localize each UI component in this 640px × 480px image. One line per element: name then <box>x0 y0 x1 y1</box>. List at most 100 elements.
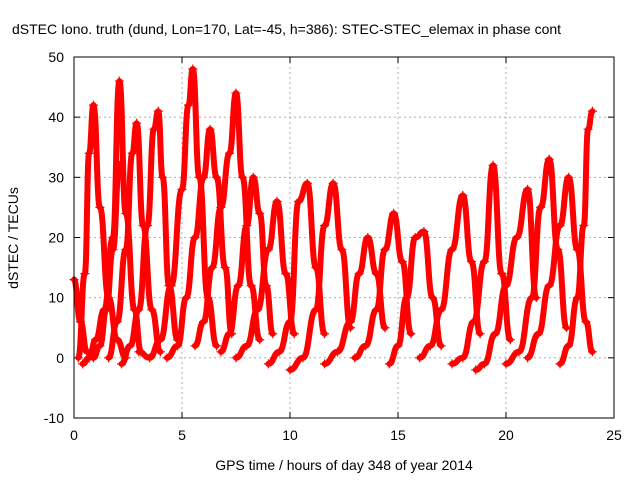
data-point-marker <box>294 196 304 206</box>
data-point-marker <box>205 124 215 134</box>
data-point-marker <box>272 196 282 206</box>
data-point-marker <box>134 305 144 315</box>
series-sat-12 <box>285 178 355 375</box>
data-point-marker <box>501 281 511 291</box>
data-point-marker <box>231 88 241 98</box>
data-point-marker <box>285 317 295 327</box>
data-point-marker <box>425 341 435 351</box>
data-point-marker <box>490 329 500 339</box>
data-point-marker <box>354 269 364 279</box>
chart-title: dSTEC Iono. truth (dund, Lon=170, Lat=-4… <box>12 21 561 37</box>
data-point-marker <box>84 148 94 158</box>
data-point-marker <box>298 353 308 363</box>
data-point-marker <box>114 76 124 86</box>
data-point-marker <box>132 118 142 128</box>
data-point-marker <box>220 263 230 273</box>
x-axis-label: GPS time / hours of day 348 of year 2014 <box>215 457 473 473</box>
x-tick-label: 25 <box>606 427 622 443</box>
data-point-marker <box>371 305 381 315</box>
series-line <box>524 174 596 361</box>
data-point-marker <box>255 335 265 345</box>
data-point-marker <box>555 359 565 369</box>
data-point-marker <box>212 172 222 182</box>
data-point-marker <box>112 317 122 327</box>
data-point-marker <box>333 347 343 357</box>
series-sat-10 <box>231 196 299 363</box>
data-point-marker <box>80 269 90 279</box>
data-point-marker <box>155 335 165 345</box>
data-point-marker <box>361 341 371 351</box>
data-point-marker <box>95 341 105 351</box>
data-point-marker <box>237 172 247 182</box>
data-point-marker <box>263 245 273 255</box>
data-point-marker <box>419 226 429 236</box>
data-point-marker <box>162 353 172 363</box>
series-sat-14 <box>350 208 416 363</box>
data-point-marker <box>393 341 403 351</box>
data-point-marker <box>248 172 258 182</box>
y-tick-label: 10 <box>48 290 64 306</box>
data-point-marker <box>544 281 554 291</box>
x-tick-label: 0 <box>70 427 78 443</box>
data-point-marker <box>199 172 209 182</box>
series-sat-04 <box>104 118 165 363</box>
data-point-marker <box>302 178 312 188</box>
series-sat-07 <box>162 124 237 363</box>
data-point-marker <box>458 353 468 363</box>
y-tick-label: 20 <box>48 230 64 246</box>
data-point-marker <box>134 347 144 357</box>
series-sat-11 <box>263 178 330 369</box>
data-point-marker <box>225 329 235 339</box>
data-point-marker <box>212 341 222 351</box>
data-point-marker <box>127 148 137 158</box>
data-point-marker <box>469 317 479 327</box>
data-point-marker <box>479 359 489 369</box>
data-point-marker <box>581 317 591 327</box>
series-sat-15 <box>384 226 446 369</box>
data-point-marker <box>173 341 183 351</box>
series-sat-17 <box>447 160 515 369</box>
x-tick-label: 20 <box>498 427 514 443</box>
series-line <box>192 90 263 349</box>
axis-ticks: 0 5 10 15 20 25 -10 0 10 20 30 40 50 <box>44 49 622 443</box>
data-point-marker <box>88 100 98 110</box>
data-point-marker <box>216 202 226 212</box>
x-tick-label: 15 <box>390 427 406 443</box>
data-point-marker <box>505 335 515 345</box>
data-point-marker <box>255 208 265 218</box>
y-tick-label: 50 <box>48 49 64 65</box>
data-point-marker <box>447 359 457 369</box>
data-point-marker <box>117 359 127 369</box>
data-point-marker <box>183 100 193 110</box>
data-point-marker <box>579 220 589 230</box>
y-tick-label: 40 <box>48 109 64 125</box>
data-point-marker <box>95 202 105 212</box>
data-point-marker <box>363 233 373 242</box>
data-point-marker <box>380 323 390 333</box>
data-point-marker <box>512 233 522 242</box>
data-point-marker <box>475 329 485 339</box>
data-point-marker <box>125 341 135 351</box>
data-point-marker <box>350 353 360 363</box>
data-point-marker <box>384 359 394 369</box>
data-point-marker <box>73 353 83 363</box>
data-point-marker <box>177 184 187 194</box>
data-point-marker <box>216 347 226 357</box>
data-point-marker <box>320 329 330 339</box>
plot-frame <box>73 56 615 419</box>
data-point-marker <box>268 329 278 339</box>
data-point-marker <box>233 281 243 291</box>
data-point-marker <box>199 317 209 327</box>
data-point-marker <box>84 353 94 363</box>
series-line <box>79 78 144 367</box>
x-tick-label: 10 <box>282 427 298 443</box>
data-point-marker <box>190 233 200 242</box>
data-point-marker <box>158 172 168 182</box>
data-point-marker <box>253 305 263 315</box>
data-point-marker <box>242 220 252 230</box>
data-point-marker <box>544 154 554 164</box>
data-point-marker <box>155 347 165 357</box>
data-point-marker <box>458 190 468 200</box>
data-point-marker <box>145 353 155 363</box>
